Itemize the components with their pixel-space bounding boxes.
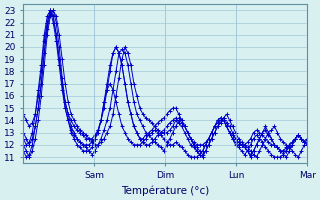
X-axis label: Température (°c): Température (°c) [121, 185, 210, 196]
